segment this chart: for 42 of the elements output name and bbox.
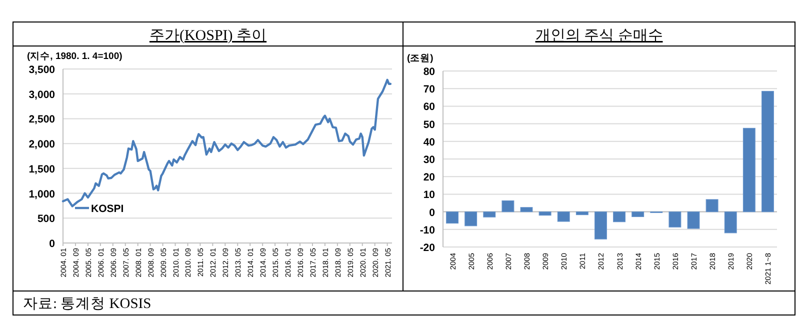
- y-tick-label: 500: [37, 213, 56, 226]
- bar: [668, 212, 682, 228]
- y-tick-label: 20: [423, 172, 436, 184]
- y-tick-label: 10: [423, 189, 436, 202]
- legend-label: KOSPI: [91, 203, 124, 215]
- y-tick-label: 2,500: [28, 114, 56, 126]
- y-tick-label: 30: [423, 154, 436, 166]
- chart-title: 주가(KOSPI) 추이: [149, 28, 267, 44]
- y-tick-label: 2,000: [28, 138, 56, 151]
- y-tick-label: 1,500: [28, 163, 56, 176]
- bar: [446, 212, 459, 224]
- y-tick-label: 40: [423, 136, 436, 148]
- y-tick-label: 1,000: [28, 188, 56, 200]
- bar: [724, 212, 737, 234]
- y-tick-label: -10: [420, 224, 436, 236]
- bar: [706, 199, 718, 212]
- y-axis-title: (지수, 1980. 1. 4=100): [27, 51, 122, 62]
- bar: [538, 212, 552, 216]
- y-tick-label: 3,500: [28, 64, 56, 76]
- bar: [687, 212, 700, 229]
- y-tick-label: 80: [423, 66, 436, 78]
- bar: [502, 200, 514, 212]
- y-tick-label: 0: [49, 238, 56, 250]
- bar: [761, 90, 774, 212]
- text: 자료: 통계청 KOSIS: [23, 296, 152, 312]
- bar: [613, 212, 626, 222]
- bar: [483, 212, 496, 218]
- y-tick-label: -20: [420, 242, 436, 254]
- bar: [742, 128, 756, 212]
- y-tick-label: 60: [423, 101, 436, 114]
- chart-title: 개인의 주식 순매수: [535, 28, 663, 44]
- bar: [520, 207, 533, 212]
- bar: [594, 212, 607, 240]
- y-tick-label: 70: [423, 84, 436, 96]
- y-tick-label: 50: [423, 118, 436, 131]
- y-axis-title: (조원): [407, 53, 434, 64]
- bar: [557, 212, 570, 222]
- y-tick-label: 3,000: [28, 88, 56, 101]
- bar: [576, 212, 588, 216]
- bar: [464, 212, 478, 226]
- y-tick-label: 0: [429, 206, 436, 219]
- bar: [632, 212, 644, 218]
